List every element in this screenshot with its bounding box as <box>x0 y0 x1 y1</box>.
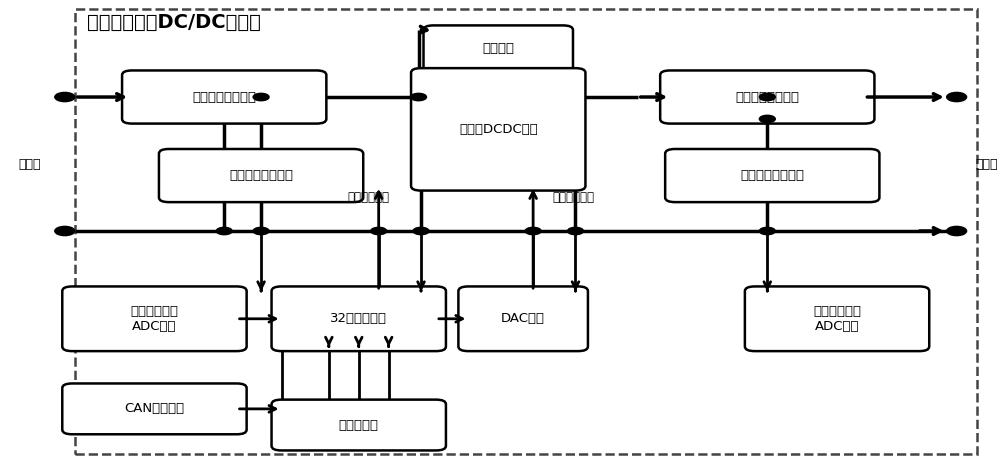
FancyBboxPatch shape <box>665 149 879 202</box>
Text: CAN通信接口: CAN通信接口 <box>124 402 185 415</box>
Circle shape <box>253 227 269 235</box>
Circle shape <box>413 227 429 235</box>
FancyBboxPatch shape <box>411 68 585 191</box>
Circle shape <box>55 92 75 102</box>
Text: 输出电流采样电阻: 输出电流采样电阻 <box>735 91 799 103</box>
Circle shape <box>759 115 775 122</box>
Circle shape <box>759 93 775 101</box>
FancyBboxPatch shape <box>272 286 446 351</box>
Text: 电压电流可控DC/DC转换器: 电压电流可控DC/DC转换器 <box>87 13 261 32</box>
Text: 输入电压采样电阻: 输入电压采样电阻 <box>229 169 293 182</box>
Text: 降压型DCDC模块: 降压型DCDC模块 <box>459 123 538 136</box>
FancyBboxPatch shape <box>62 286 247 351</box>
FancyBboxPatch shape <box>122 70 326 123</box>
Text: 散热风扇: 散热风扇 <box>482 42 514 55</box>
Text: 输入电流采样电阻: 输入电流采样电阻 <box>192 91 256 103</box>
FancyBboxPatch shape <box>458 286 588 351</box>
Circle shape <box>253 93 269 101</box>
FancyBboxPatch shape <box>745 286 929 351</box>
Circle shape <box>525 227 541 235</box>
Circle shape <box>568 227 583 235</box>
Circle shape <box>55 226 75 236</box>
FancyBboxPatch shape <box>159 149 363 202</box>
FancyBboxPatch shape <box>272 400 446 450</box>
Circle shape <box>411 93 427 101</box>
Circle shape <box>947 92 967 102</box>
Text: 输出电压采样电阻: 输出电压采样电阻 <box>740 169 804 182</box>
Text: 第一路转换器
ADC模块: 第一路转换器 ADC模块 <box>130 305 178 333</box>
Circle shape <box>371 227 387 235</box>
FancyBboxPatch shape <box>62 383 247 434</box>
Text: 输出端: 输出端 <box>975 158 998 170</box>
Circle shape <box>947 226 967 236</box>
Text: 输出电流控制: 输出电流控制 <box>552 191 594 204</box>
FancyBboxPatch shape <box>660 70 874 123</box>
Text: DAC模块: DAC模块 <box>501 312 545 325</box>
Text: 第二路转换器
ADC模块: 第二路转换器 ADC模块 <box>813 305 861 333</box>
FancyBboxPatch shape <box>424 25 573 72</box>
Circle shape <box>216 227 232 235</box>
Text: 输入端: 输入端 <box>19 158 41 170</box>
Text: 32位微处理器: 32位微处理器 <box>330 312 387 325</box>
Text: 温度传感器: 温度传感器 <box>339 419 379 432</box>
Circle shape <box>759 227 775 235</box>
Text: 输出电压控制: 输出电压控制 <box>348 191 390 204</box>
